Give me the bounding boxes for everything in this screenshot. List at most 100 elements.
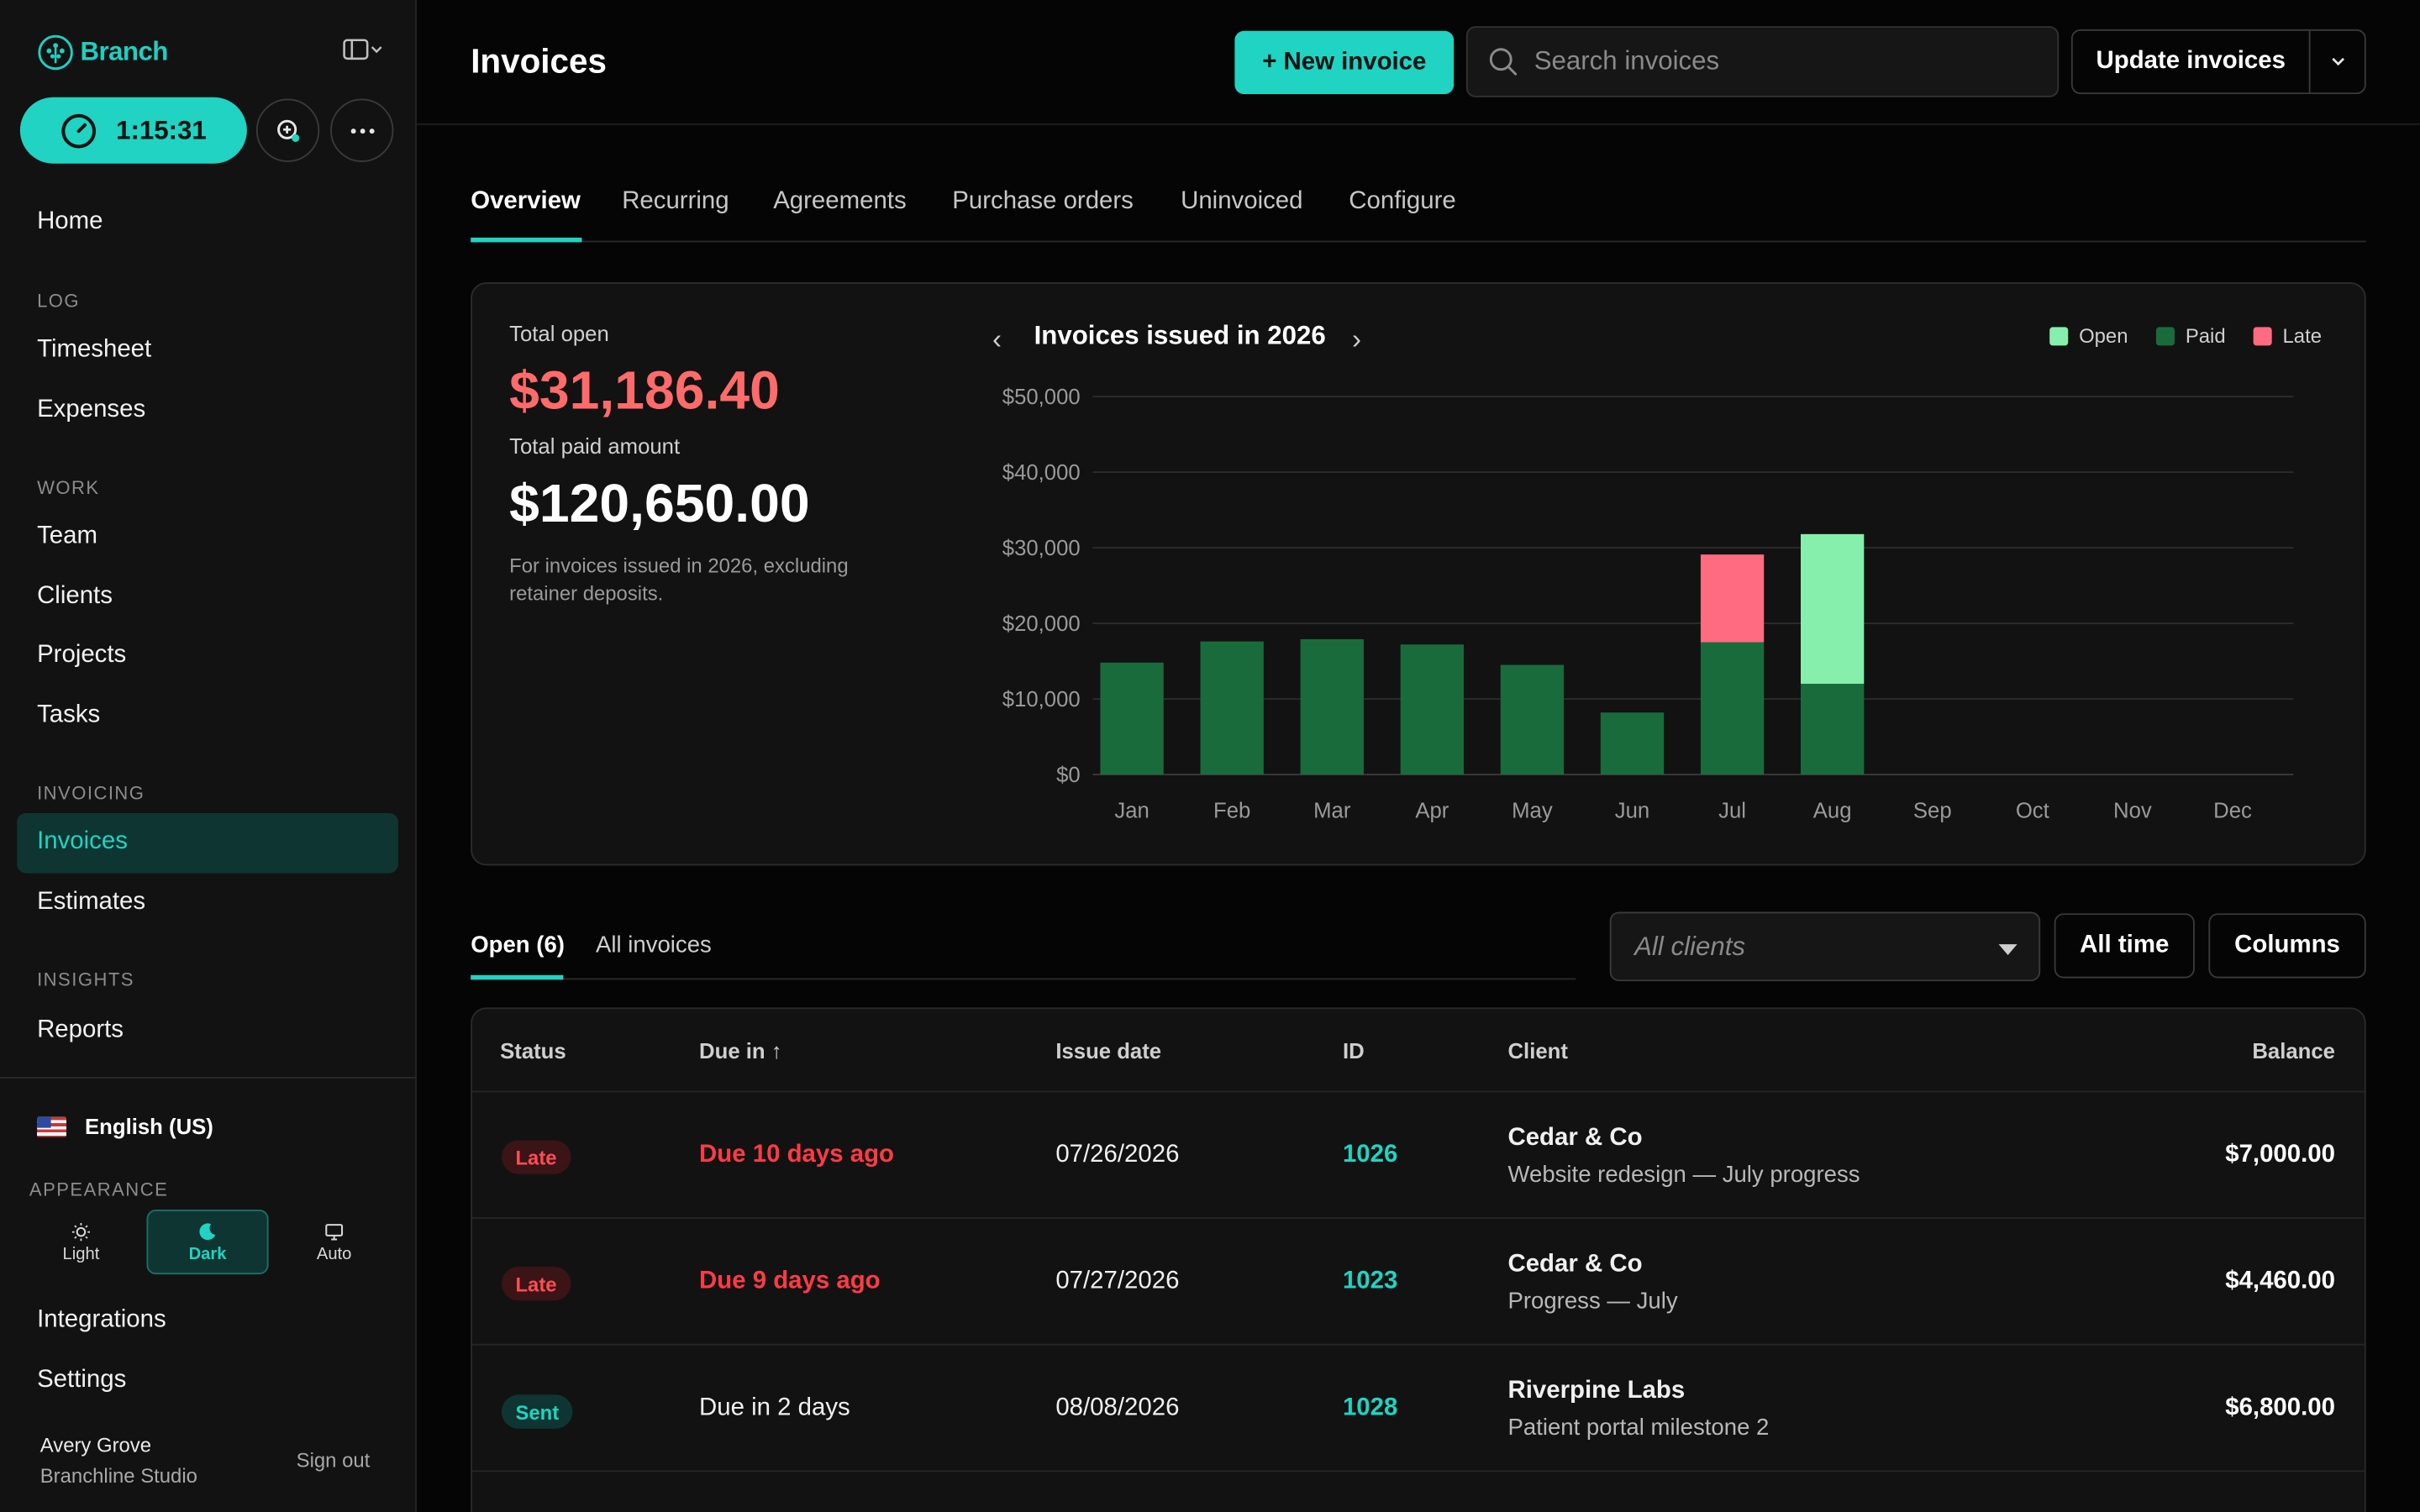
client-description: Patient portal milestone 2 (1507, 1415, 1770, 1441)
status-badge: Sent (501, 1394, 573, 1429)
chart-title: Invoices issued in 2026 (1034, 321, 1326, 350)
sidebar-item-clients[interactable]: Clients (37, 583, 113, 610)
language-label: English (US) (85, 1114, 213, 1139)
chevron-down-icon (2331, 57, 2344, 66)
invoice-id-link[interactable]: 1023 (1342, 1268, 1398, 1295)
theme-dark-button[interactable]: Dark (146, 1210, 269, 1275)
balance-cell: $7,000.00 (2225, 1142, 2335, 1168)
sidebar-item-settings[interactable]: Settings (37, 1367, 127, 1394)
tab-overview[interactable]: Overview (471, 188, 581, 215)
row-divider (472, 1217, 2365, 1220)
chevron-left-icon[interactable]: ‹ (992, 323, 1002, 355)
table-tab-active-indicator (471, 974, 564, 980)
bar-paid (1200, 641, 1264, 775)
column-header-client[interactable]: Client (1507, 1038, 1568, 1063)
search-input[interactable] (1534, 46, 2028, 77)
more-button[interactable] (330, 98, 394, 162)
update-invoices-button[interactable]: Update invoices (2073, 30, 2311, 93)
brand[interactable]: Branch (37, 34, 168, 71)
sidebar-divider (0, 1077, 417, 1079)
client-filter-value: All clients (1634, 931, 1746, 961)
sign-out-link[interactable]: Sign out (296, 1448, 371, 1473)
sidebar-item-timesheet[interactable]: Timesheet (37, 336, 152, 363)
user-name: Avery Grove (39, 1433, 152, 1457)
sidebar-item-home[interactable]: Home (37, 207, 103, 235)
search-box (1465, 26, 2060, 97)
client-description: Progress — July (1507, 1288, 1678, 1315)
tab-all-invoices[interactable]: All invoices (595, 932, 712, 958)
update-invoices-menu-button[interactable] (2311, 31, 2365, 92)
tabs-divider (471, 240, 2366, 243)
legend-open-label: Open (2079, 323, 2128, 348)
sidebar-item-team[interactable]: Team (37, 522, 97, 549)
y-tick-label: $0 (1056, 764, 1081, 787)
chevron-right-icon[interactable]: › (1351, 323, 1361, 355)
balance-cell: $4,460.00 (2225, 1268, 2335, 1295)
client-name: Cedar & Co (1507, 1124, 1643, 1152)
tab-uninvoiced[interactable]: Uninvoiced (1181, 188, 1303, 215)
section-invoicing: INVOICING (37, 782, 145, 804)
column-header-id[interactable]: ID (1342, 1038, 1365, 1063)
columns-button[interactable]: Columns (2208, 913, 2366, 979)
caret-down-icon (1998, 944, 2018, 955)
language-selector[interactable]: English (US) (37, 1114, 213, 1139)
issue-date-cell: 07/27/2026 (1055, 1268, 1180, 1295)
legend-paid-label: Paid (2185, 323, 2226, 348)
chevron-down-icon (371, 46, 382, 54)
x-tick-label: Feb (1213, 799, 1250, 822)
bar-open (1801, 533, 1865, 685)
section-log: LOG (37, 290, 81, 312)
bar-paid (1801, 684, 1865, 775)
total-open-label: Total open (509, 321, 609, 346)
section-insights: INSIGHTS (37, 969, 134, 991)
y-tick-label: $40,000 (1002, 461, 1081, 485)
bar-paid (1300, 638, 1364, 775)
theme-auto-button[interactable]: Auto (273, 1210, 395, 1274)
client-description: Website redesign — July progress (1507, 1162, 1860, 1189)
status-badge: Late (501, 1266, 571, 1301)
x-tick-label: Dec (2213, 799, 2252, 822)
sidebar-active-highlight (17, 812, 398, 874)
search-icon (1489, 48, 1518, 76)
sidebar-item-projects[interactable]: Projects (37, 642, 127, 669)
table-tabs-divider (471, 978, 1576, 980)
status-badge: Late (501, 1140, 571, 1174)
overview-note: For invoices issued in 2026, excluding r… (509, 554, 849, 605)
timer-button[interactable]: 1:15:31 (19, 97, 247, 164)
sidebar-item-reports[interactable]: Reports (37, 1016, 124, 1043)
all-time-button[interactable]: All time (2054, 913, 2195, 979)
column-header-status[interactable]: Status (500, 1038, 566, 1063)
tab-recurring[interactable]: Recurring (622, 188, 729, 215)
column-header-due[interactable]: Due in ↑ (699, 1038, 782, 1063)
row-divider (472, 1090, 2365, 1093)
x-tick-label: Nov (2113, 799, 2152, 822)
tab-open-invoices[interactable]: Open (6) (471, 932, 565, 958)
sidebar-toggle-button[interactable] (343, 39, 383, 60)
issue-date-cell: 07/26/2026 (1055, 1142, 1180, 1168)
theme-light-label: Light (62, 1244, 100, 1263)
total-paid-value: $120,650.00 (509, 473, 810, 534)
column-header-balance[interactable]: Balance (2252, 1038, 2335, 1063)
invoice-id-link[interactable]: 1026 (1342, 1142, 1398, 1168)
tab-active-indicator (471, 237, 582, 243)
more-icon (350, 128, 374, 134)
client-filter-select[interactable]: All clients (1609, 911, 2041, 982)
new-invoice-button[interactable]: + New invoice (1234, 30, 1455, 95)
sidebar-item-invoices[interactable]: Invoices (37, 828, 128, 855)
tab-purchase-orders[interactable]: Purchase orders (952, 188, 1134, 215)
sidebar-item-tasks[interactable]: Tasks (37, 701, 101, 728)
sidebar-item-integrations[interactable]: Integrations (37, 1306, 166, 1333)
sidebar-item-estimates[interactable]: Estimates (37, 888, 146, 916)
invoices-table (471, 1007, 2366, 1512)
tab-configure[interactable]: Configure (1349, 188, 1456, 215)
tab-agreements[interactable]: Agreements (773, 188, 907, 215)
add-time-button[interactable] (255, 98, 320, 162)
x-tick-label: Jan (1114, 799, 1149, 822)
sidebar-item-expenses[interactable]: Expenses (37, 396, 146, 423)
theme-light-button[interactable]: Light (20, 1210, 142, 1274)
invoice-id-link[interactable]: 1028 (1342, 1394, 1398, 1421)
column-header-issue-date[interactable]: Issue date (1055, 1038, 1162, 1063)
legend-late-swatch (2253, 326, 2272, 345)
theme-auto-label: Auto (316, 1244, 352, 1263)
y-tick-label: $50,000 (1002, 386, 1081, 409)
